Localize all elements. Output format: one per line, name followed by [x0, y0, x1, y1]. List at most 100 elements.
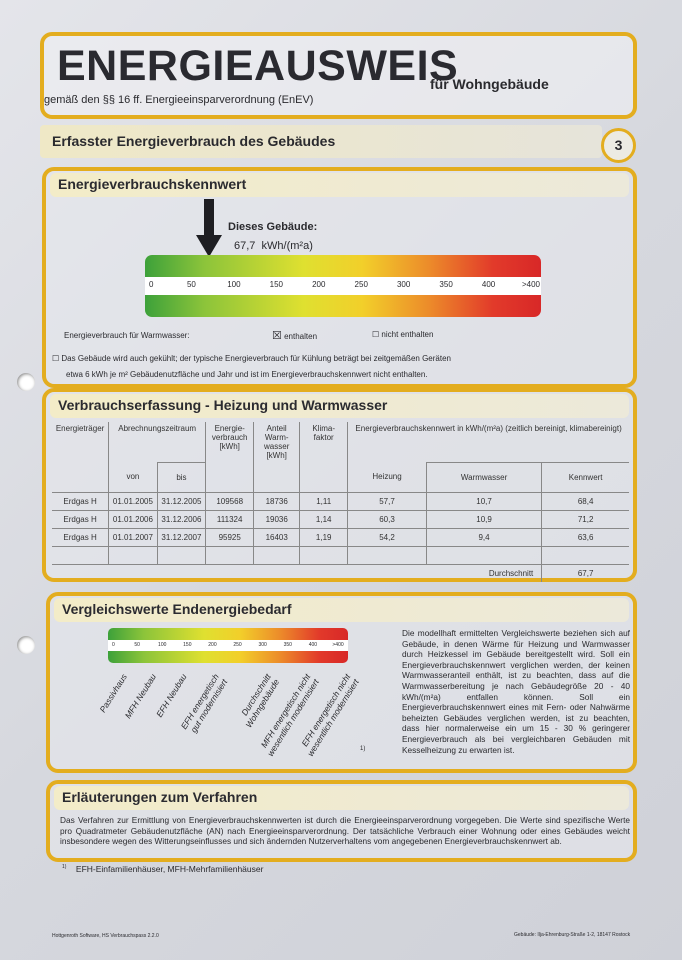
footnote-marker: 1)	[62, 864, 67, 871]
scale-band-bottom	[108, 651, 348, 663]
label: enthalten	[284, 332, 318, 341]
th-klima: Klima-faktor	[299, 422, 349, 493]
value: 67,7	[234, 240, 256, 252]
scale-tick-label: 150	[269, 280, 284, 289]
cell-klima: 1,11	[299, 491, 349, 511]
scale-tick-label: 50	[134, 642, 140, 648]
checkbox-icon: ☐	[52, 354, 60, 363]
vergleich-box: Vergleichswerte Endenergiebedarf 0 50 100 1…	[46, 592, 637, 773]
cell-warmwasser: 10,7	[425, 491, 543, 511]
page-number-badge: 3	[601, 128, 636, 163]
cell-heizung: 54,2	[347, 527, 427, 547]
document-title-suffix: für Wohngebäude	[430, 76, 549, 92]
cell-traeger: Erdgas H	[52, 491, 110, 511]
scale-band-top	[108, 628, 348, 640]
scale-tick-label: 250	[354, 280, 368, 289]
th-von: von	[108, 462, 158, 493]
checkbox-nicht-enthalten[interactable]: ☐ nicht enthalten	[372, 330, 433, 339]
vergleich-header: Vergleichswerte Endenergiebedarf	[54, 598, 629, 622]
footer-right: Gebäude: Ilja-Ehrenburg-Straße 1-2, 1814…	[514, 932, 631, 938]
cell-anteil: 18736	[253, 491, 301, 511]
cell-warmwasser: 10,9	[425, 509, 543, 529]
scale-tick-label: 300	[258, 642, 267, 648]
th-traeger: Energieträger	[52, 422, 110, 493]
building-label: Dieses Gebäude:	[228, 221, 318, 233]
scale-tick-label: 400	[481, 280, 496, 289]
cell-bis: 31.12.2005	[156, 491, 207, 511]
cell-traeger: Erdgas H	[52, 527, 110, 547]
erfassung-header: Verbrauchserfassung - Heizung und Warmwa…	[50, 394, 629, 418]
scale-tick-label: 250	[233, 642, 242, 648]
footnote-text: EFH-Einfamilienhäuser, MFH-Mehrfamilienh…	[75, 864, 264, 874]
th-verbrauch: Energie-verbrauch [kWh]	[205, 422, 255, 493]
cell-von: 01.01.2007	[108, 527, 158, 547]
cell-kennwert: 71,2	[541, 509, 629, 529]
cell-klima: 1,19	[299, 527, 349, 547]
scale-tick-label: 0	[112, 642, 115, 648]
th-anteil: Anteil Warm-wasser [kWh]	[253, 422, 301, 493]
table-row: Erdgas H 01.01.2007 31.12.2007 95925 16403 1,…	[52, 527, 629, 547]
scale-tick-label: 200	[208, 642, 217, 648]
scale-tick-label: 200	[312, 280, 326, 289]
energy-scale: 0 50 100 150 200 250 300 350 400 >400	[145, 255, 541, 317]
unit: kWh/(m²a)	[261, 240, 313, 252]
cell-anteil: 16403	[253, 527, 301, 547]
footnote-marker: 1)	[360, 746, 366, 752]
erfassung-box: Verbrauchserfassung - Heizung und Warmwa…	[42, 388, 637, 582]
erlaeuterung-header: Erläuterungen zum Verfahren	[54, 786, 629, 810]
document-title: ENERGIEAUSWEIS	[57, 42, 459, 90]
section-title-text: Erfasster Energieverbrauch des Gebäudes	[52, 133, 336, 149]
cell-bis: 31.12.2007	[156, 527, 207, 547]
title-box: ENERGIEAUSWEIS für Wohngebäude gemäß den…	[40, 32, 637, 119]
cell-verbrauch: 95925	[205, 527, 255, 547]
erlaeuterung-text: Das Verfahren zur Ermittlung von Energie…	[60, 815, 630, 847]
checkbox-cooling[interactable]: ☐ Das Gebäude wird auch gekühlt; der typ…	[52, 354, 451, 363]
punch-hole	[17, 636, 35, 654]
scale-tick-label: 400	[308, 642, 318, 648]
cell-verbrauch: 109568	[205, 491, 255, 511]
scale-tick-label: >400	[521, 280, 541, 289]
cooling-note-1: Das Gebäude wird auch gekühlt; der typis…	[61, 354, 451, 363]
erlaeuterung-box: Erläuterungen zum Verfahren Das Verfahre…	[46, 780, 637, 862]
scale-band-top	[145, 255, 541, 277]
scale-tick-label: 150	[183, 642, 192, 648]
cell-von: 01.01.2005	[108, 491, 158, 511]
kennwert-header: Energieverbrauchskennwert	[50, 173, 629, 197]
cell-warmwasser: 9,4	[425, 527, 543, 547]
section-title: Erfasster Energieverbrauch des Gebäudes	[40, 125, 602, 158]
cell-bis: 31.12.2006	[156, 509, 207, 529]
th-warmwasser: Warmwasser	[425, 461, 543, 493]
scale-tick-label: 300	[396, 280, 411, 289]
table-row: Erdgas H 01.01.2006 31.12.2006 111324 19036 1…	[52, 509, 629, 529]
label: nicht enthalten	[381, 330, 434, 339]
average-label: Durchschnitt	[52, 563, 543, 582]
cooling-note-2: etwa 6 kWh je m² Gebäudenutzfläche und J…	[66, 370, 428, 379]
th-zeitraum: Abrechnungszeitraum	[108, 422, 207, 462]
th-kennwert: Kennwert	[541, 461, 629, 493]
cell-anteil: 19036	[253, 509, 301, 529]
warmwasser-label: Energieverbrauch für Warmwasser:	[64, 331, 190, 340]
comparison-label: EFH energetisch gut modernisiert	[178, 672, 229, 735]
document-subtitle: gemäß den §§ 16 ff. Energieeinsparverord…	[44, 94, 314, 106]
comparison-scale: 0 50 100 150 200 250 300 350 400 >400	[108, 628, 348, 663]
scale-tick-label: 100	[227, 280, 241, 289]
cell-kennwert: 63,6	[541, 527, 629, 547]
th-heizung: Heizung	[347, 462, 427, 493]
checkbox-enthalten[interactable]: ☒ enthalten	[272, 329, 317, 342]
scale-tick-label: 100	[158, 642, 167, 648]
scale-tick-label: 350	[283, 642, 292, 648]
footer-left: Hottgenroth Software, HS Verbrauchspass …	[52, 933, 159, 939]
table-row: Erdgas H 01.01.2005 31.12.2005 109568 18736 1…	[52, 491, 629, 511]
cell-verbrauch: 111324	[205, 509, 255, 529]
cell-klima: 1,14	[299, 509, 349, 529]
footnote: 1) EFH-Einfamilienhäuser, MFH-Mehrfamili…	[62, 864, 263, 874]
average-value: 67,7	[541, 563, 629, 582]
scale-tick-label: 50	[186, 280, 196, 289]
scale-band-bottom	[145, 295, 541, 317]
cell-heizung: 60,3	[347, 509, 427, 529]
vergleich-text: Die modellhaft ermittelten Vergleichswer…	[402, 628, 630, 755]
th-bis: bis	[156, 461, 207, 493]
building-value: 67,7 kWh/(m²a)	[234, 240, 313, 252]
cell-von: 01.01.2006	[108, 509, 158, 529]
comparison-label: EFH Neubau	[153, 672, 189, 719]
